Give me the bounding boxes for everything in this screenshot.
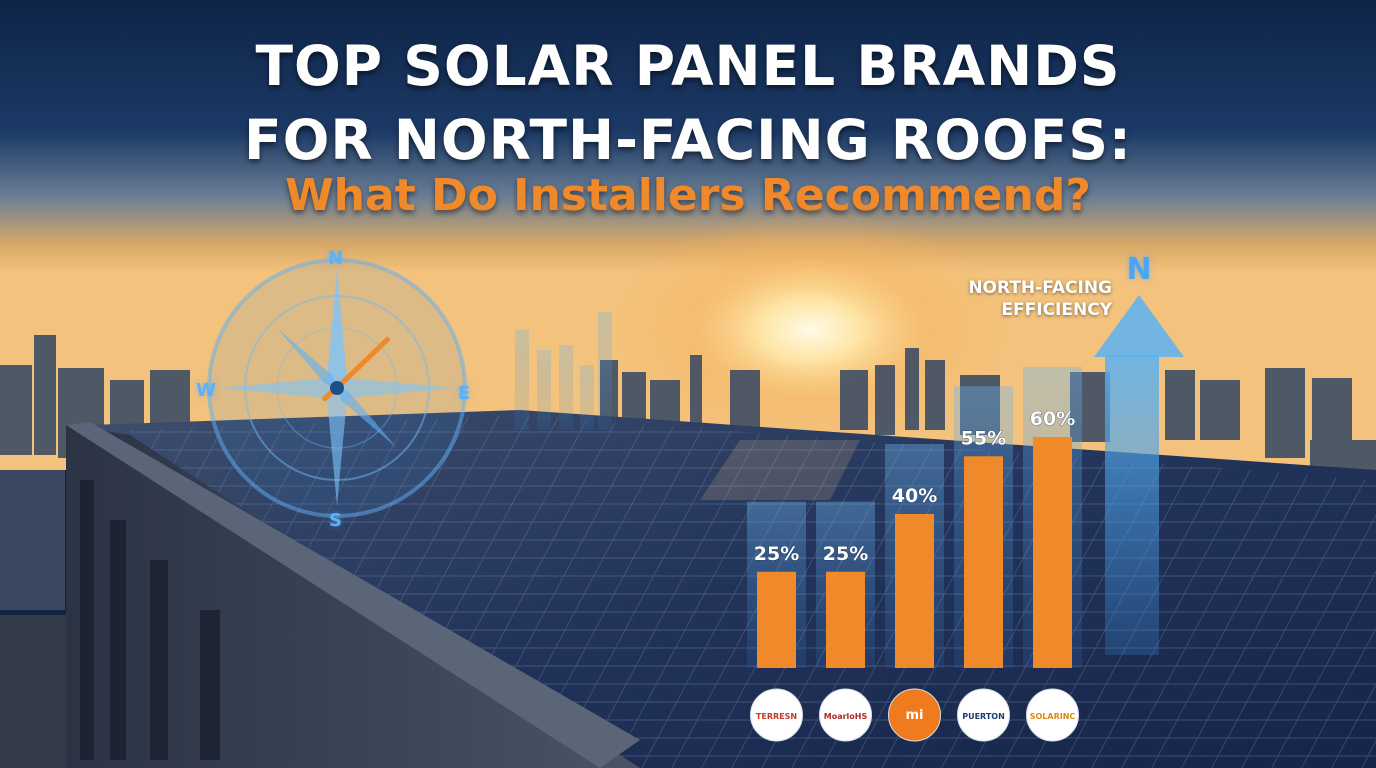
brand-logo-badge [888, 688, 941, 742]
building-parapet [66, 422, 640, 768]
foreground-roof-shadow [0, 615, 66, 768]
brand-logo-label: PUERTON [962, 712, 1005, 721]
building-windows [80, 480, 220, 760]
compass-north-label: N [328, 248, 344, 269]
bar-3 [895, 514, 934, 668]
efficiency-label-line2: EFFICIENCY [1001, 300, 1112, 320]
north-arrow-label: N [1126, 252, 1152, 287]
compass-rose-icon [207, 258, 467, 518]
north-arrow-icon [1094, 295, 1184, 655]
ghost-minichart [515, 312, 612, 430]
compass-south-label: S [329, 510, 342, 531]
compass-east-label: E [458, 383, 471, 404]
efficiency-bar-chart: 25% TERRESN 25% MoarloHS 40% mi 55% PUERTON 60% S… [747, 367, 1082, 742]
page-subtitle: What Do Installers Recommend? [285, 170, 1091, 221]
bar-2 [826, 571, 865, 668]
sun-reflection [700, 440, 860, 500]
bar-1 [757, 571, 796, 668]
bar-value-label: 60% [1030, 408, 1075, 430]
brand-logo-label: mi [905, 708, 923, 723]
brand-logo-badge [750, 688, 803, 742]
bar-value-label: 40% [892, 485, 937, 507]
page-title-line2: FOR NORTH-FACING ROOFS: [244, 108, 1132, 172]
brand-logo-badge [819, 688, 872, 742]
bar-4 [964, 456, 1003, 668]
brand-logo-badge [957, 688, 1010, 742]
compass-west-label: W [196, 380, 216, 401]
brand-logo-badge [1026, 688, 1079, 742]
brand-logo-label: SOLARINC [1030, 712, 1076, 721]
bar-value-label: 55% [961, 427, 1006, 449]
page-title-line1: TOP SOLAR PANEL BRANDS [255, 34, 1121, 98]
bar-value-label: 25% [754, 543, 799, 565]
brand-logo-label: TERRESN [756, 712, 797, 721]
brand-logo-label: MoarloHS [824, 712, 868, 721]
efficiency-label: NORTH-FACING EFFICIENCY [890, 277, 1112, 321]
bar-value-label: 25% [823, 543, 868, 565]
efficiency-label-line1: NORTH-FACING [968, 278, 1112, 298]
bar-5 [1033, 437, 1072, 668]
